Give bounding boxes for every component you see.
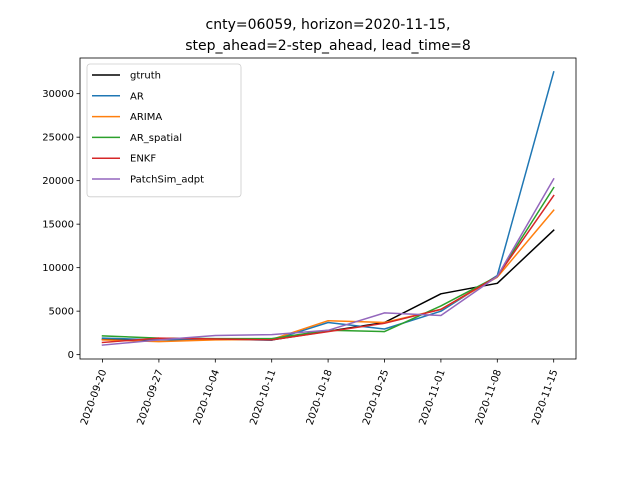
y-tick-label: 0 xyxy=(68,350,74,361)
legend-label-arima: ARIMA xyxy=(130,112,162,123)
y-tick-label: 5000 xyxy=(49,307,74,318)
legend-box xyxy=(86,63,242,198)
legend-label-gtruth: gtruth xyxy=(130,71,161,82)
y-tick-label: 20000 xyxy=(42,176,74,187)
y-tick-label: 15000 xyxy=(42,220,74,231)
series-line-patchsim-adpt xyxy=(101,177,555,346)
y-tick-label: 25000 xyxy=(42,133,74,144)
chart-title: cnty=06059, horizon=2020-11-15, step_ahe… xyxy=(185,17,470,54)
legend-label-patchsim-adpt: PatchSim_adpt xyxy=(130,175,204,186)
legend-label-enkf: ENKF xyxy=(130,154,156,165)
plot-area xyxy=(101,70,555,346)
y-tick-label: 10000 xyxy=(42,263,74,274)
legend-label-ar: AR xyxy=(130,91,144,102)
y-tick-label: 30000 xyxy=(42,89,74,100)
legend: gtruth AR ARIMA AR_spatial ENKF PatchSim_adpt xyxy=(86,63,242,198)
chart-title-line-2: step_ahead=2-step_ahead, lead_time=8 xyxy=(185,38,470,54)
legend-label-ar-spatial: AR_spatial xyxy=(130,133,182,144)
chart-title-line-1: cnty=06059, horizon=2020-11-15, xyxy=(206,17,451,33)
